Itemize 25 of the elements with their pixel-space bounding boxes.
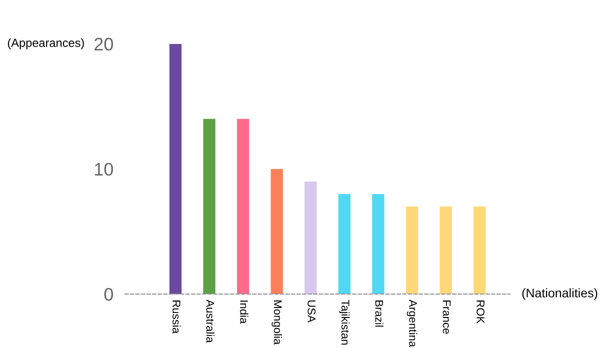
x-tick-label: ROK — [476, 300, 484, 324]
x-tick-label: France — [442, 300, 451, 334]
bar — [203, 118, 216, 294]
bar — [406, 206, 418, 294]
bar — [304, 181, 317, 294]
bar — [169, 44, 182, 294]
x-tick-label: India — [240, 300, 248, 324]
bar — [440, 206, 452, 294]
bar — [270, 168, 283, 294]
x-tick-label: Tajikistan — [339, 300, 350, 345]
x-tick-label: Russia — [172, 300, 181, 334]
bar — [236, 118, 250, 294]
x-axis-title: (Nationalities) — [522, 288, 598, 300]
y-tick-label: 20 — [94, 38, 113, 51]
y-tick-label: 10 — [94, 162, 113, 176]
y-tick-label: 0 — [104, 288, 113, 301]
x-tick-label: Brazil — [375, 300, 384, 327]
x-tick-label: Argentina — [406, 300, 418, 348]
y-axis-title: (Appearances) — [8, 38, 84, 50]
x-tick-label: Mongolia — [272, 300, 282, 345]
bar — [474, 206, 486, 294]
bar — [372, 194, 384, 294]
x-tick-label: USA — [308, 300, 316, 322]
x-tick-label: Australia — [206, 300, 214, 343]
bar — [338, 194, 351, 294]
